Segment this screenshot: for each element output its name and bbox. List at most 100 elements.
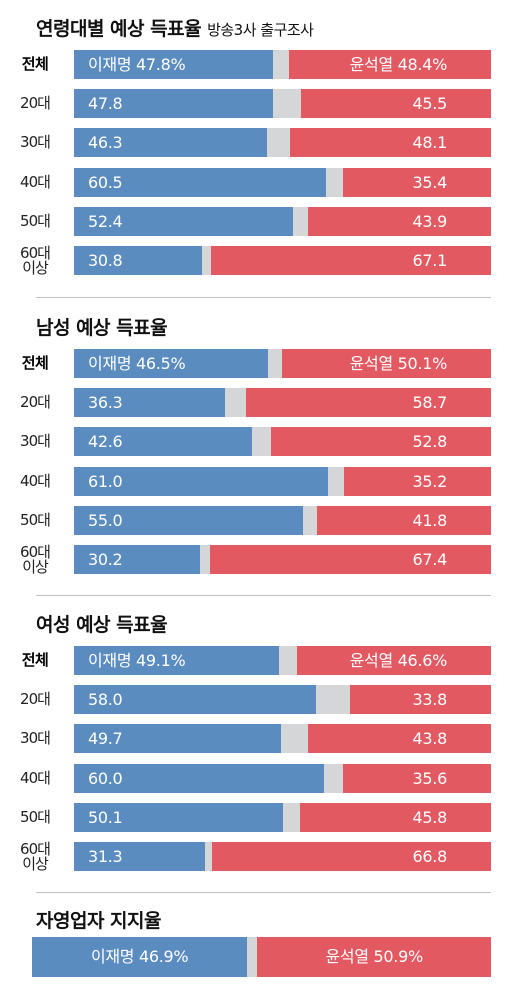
bar-yoon: 41.8 <box>316 505 491 535</box>
bar-lee: 30.8 <box>74 246 203 275</box>
section-title-text: 연령대별 예상 득표율 <box>36 18 202 40</box>
bar-yoon: 35.6 <box>342 763 491 793</box>
bar-yoon: 33.8 <box>350 685 491 715</box>
value-label-yoon: 윤석열 46.6% <box>349 651 448 670</box>
bar-other <box>273 89 302 119</box>
section-divider <box>36 595 491 596</box>
value-label-yoon: 35.2 <box>412 471 448 491</box>
bar-track: 50.1 45.8 <box>74 802 491 832</box>
bar-yoon: 윤석열 48.4% <box>289 50 491 79</box>
female-section-title: 여성 예상 득표율 <box>36 610 168 637</box>
bar-yoon: 45.5 <box>301 89 491 119</box>
bar-lee: 50.1 <box>74 802 283 832</box>
bar-other <box>199 545 210 574</box>
section-title-text: 남성 예상 득표율 <box>36 317 168 339</box>
bar-track: 36.3 58.7 <box>74 388 491 418</box>
chart-row: 30대 49.7 43.8 <box>0 724 525 754</box>
value-label-lee: 58.0 <box>88 690 123 710</box>
value-label-yoon: 67.1 <box>412 251 448 270</box>
bar-yoon: 66.8 <box>212 842 491 871</box>
bar-other <box>328 466 345 496</box>
bar-other <box>267 128 291 158</box>
chart-row: 30대 46.3 48.1 <box>0 128 525 158</box>
bar-track: 이재명 47.8% 윤석열 48.4% <box>74 50 491 79</box>
section-title-text: 여성 예상 득표율 <box>36 614 168 636</box>
chart-row: 40대 61.0 35.2 <box>0 466 525 496</box>
value-label-lee: 60.0 <box>88 768 123 788</box>
bar-lee: 36.3 <box>74 388 226 418</box>
value-label-yoon: 윤석열 50.9% <box>325 947 423 966</box>
age-section-title: 연령대별 예상 득표율 방송3사 출구조사 <box>36 14 314 41</box>
value-label-lee: 30.8 <box>88 251 123 270</box>
chart-row: 60대 이상 30.2 67.4 <box>0 542 525 576</box>
chart-row: 50대 52.4 43.9 <box>0 206 525 236</box>
bar-other <box>202 246 212 275</box>
bar-track: 60.0 35.6 <box>74 763 491 793</box>
self-employed-bar: 이재명 46.9% 윤석열 50.9% <box>32 937 491 977</box>
male-section-title: 남성 예상 득표율 <box>36 313 168 340</box>
row-label: 50대 <box>20 510 51 529</box>
bar-other <box>267 349 283 378</box>
bar-track: 49.7 43.8 <box>74 724 491 754</box>
value-label-yoon: 35.4 <box>412 172 448 192</box>
bar-track: 31.3 66.8 <box>74 842 491 871</box>
value-label-lee: 42.6 <box>88 432 123 452</box>
value-label-yoon: 66.8 <box>412 847 448 866</box>
bar-yoon: 58.7 <box>246 388 491 418</box>
value-label-lee: 31.3 <box>88 847 123 866</box>
chart-row: 60대 이상 30.8 67.1 <box>0 243 525 277</box>
chart-row: 20대 58.0 33.8 <box>0 685 525 715</box>
bar-yoon: 윤석열 50.9% <box>257 937 491 977</box>
value-label-yoon: 43.8 <box>412 729 448 749</box>
value-label-lee: 55.0 <box>88 510 123 530</box>
row-label: 60대 이상 <box>20 542 51 576</box>
bar-other <box>273 50 290 79</box>
bar-lee: 49.7 <box>74 724 282 754</box>
chart-row: 30대 42.6 52.8 <box>0 427 525 457</box>
chart-row: 50대 50.1 45.8 <box>0 802 525 832</box>
value-label-lee: 47.8 <box>88 94 123 114</box>
chart-row: 40대 60.0 35.6 <box>0 763 525 793</box>
section-divider <box>36 297 491 298</box>
bar-track: 58.0 33.8 <box>74 685 491 715</box>
bar-lee: 52.4 <box>74 206 293 236</box>
value-label-yoon: 45.8 <box>412 807 448 827</box>
chart-row: 전체 이재명 49.1% 윤석열 46.6% <box>0 646 525 675</box>
bar-yoon: 윤석열 46.6% <box>296 646 491 675</box>
row-label: 20대 <box>20 690 51 709</box>
value-label-lee: 49.7 <box>88 729 123 749</box>
bar-track: 이재명 49.1% 윤석열 46.6% <box>74 646 491 675</box>
bar-lee: 이재명 49.1% <box>74 646 279 675</box>
value-label-yoon: 33.8 <box>412 690 448 710</box>
bar-lee: 30.2 <box>74 545 200 574</box>
bar-lee: 47.8 <box>74 89 274 119</box>
bar-track: 55.0 41.8 <box>74 505 491 535</box>
bar-track: 46.3 48.1 <box>74 128 491 158</box>
bar-lee: 61.0 <box>74 466 329 496</box>
row-label: 50대 <box>20 807 51 826</box>
bar-track: 47.8 45.5 <box>74 89 491 119</box>
row-label: 40대 <box>20 471 51 490</box>
bar-lee: 42.6 <box>74 427 252 457</box>
bar-other <box>303 505 317 535</box>
bar-yoon: 35.2 <box>344 466 491 496</box>
bar-other <box>292 206 308 236</box>
row-label: 60대 이상 <box>20 243 51 277</box>
row-label: 40대 <box>20 768 51 787</box>
row-label: 30대 <box>20 133 51 152</box>
value-label-lee: 61.0 <box>88 471 123 491</box>
bar-other <box>324 763 343 793</box>
bar-lee: 이재명 47.8% <box>74 50 274 79</box>
bar-lee: 60.5 <box>74 167 327 197</box>
bar-lee: 31.3 <box>74 842 205 871</box>
chart-row: 40대 60.5 35.4 <box>0 167 525 197</box>
value-label-lee: 36.3 <box>88 393 123 413</box>
bar-yoon: 43.9 <box>307 206 491 236</box>
chart-row: 전체 이재명 47.8% 윤석열 48.4% <box>0 50 525 79</box>
value-label-lee: 이재명 46.9% <box>90 947 189 966</box>
value-label-lee: 46.3 <box>88 133 123 153</box>
bar-track: 이재명 46.5% 윤석열 50.1% <box>74 349 491 378</box>
bar-track: 30.8 67.1 <box>74 246 491 275</box>
bar-other <box>247 937 258 977</box>
bar-other <box>251 427 271 457</box>
